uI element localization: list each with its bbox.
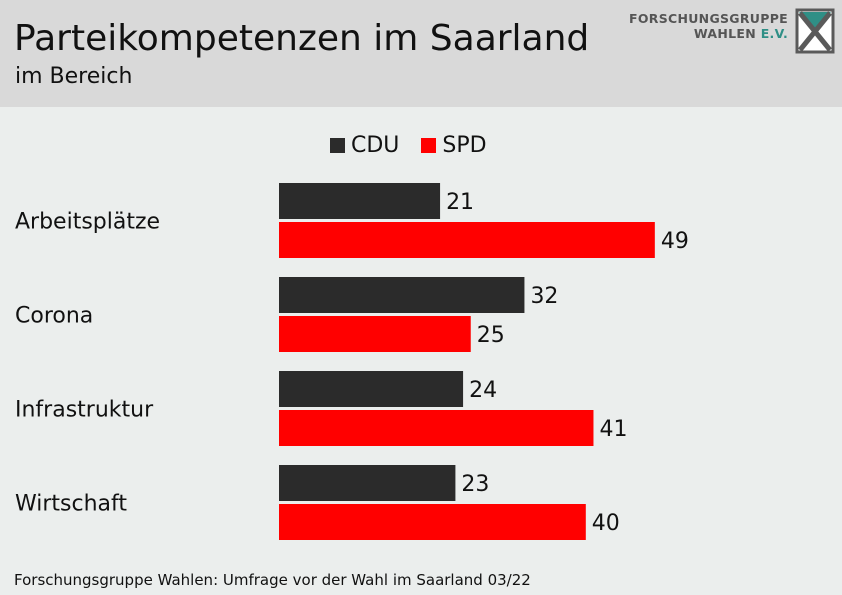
bar-cdu — [279, 277, 525, 313]
category-label: Wirtschaft — [15, 492, 127, 517]
legend-label-spd: SPD — [442, 132, 487, 158]
logo-text: FORSCHUNGSGRUPPE WAHLEN E.V. — [629, 11, 788, 41]
logo-line-2: WAHLEN E.V. — [629, 26, 788, 41]
chart-legend: CDU SPD — [330, 132, 487, 158]
logo-line-2b: E.V. — [760, 26, 788, 41]
header-band: Parteikompetenzen im Saarland im Bereich… — [0, 0, 842, 107]
bar-spd — [279, 504, 586, 540]
bar-spd — [279, 222, 655, 258]
source-note: Forschungsgruppe Wahlen: Umfrage vor der… — [14, 571, 531, 589]
bar-spd — [279, 410, 594, 446]
bar-cdu — [279, 183, 441, 219]
legend-swatch-cdu — [330, 137, 345, 153]
value-label-cdu: 21 — [446, 190, 474, 215]
fgw-logo-icon — [795, 8, 835, 54]
logo-line-2a: WAHLEN — [693, 26, 761, 41]
category-label: Corona — [15, 304, 93, 329]
value-label-cdu: 24 — [469, 378, 497, 403]
bar-spd — [279, 316, 471, 352]
category-label: Infrastruktur — [15, 398, 154, 423]
legend-item-cdu: CDU — [330, 133, 399, 158]
page-subtitle: im Bereich — [15, 64, 133, 89]
legend-item-spd: SPD — [421, 132, 487, 158]
value-label-cdu: 32 — [530, 284, 558, 309]
value-label-spd: 40 — [592, 511, 620, 536]
value-label-cdu: 23 — [461, 472, 489, 497]
value-label-spd: 41 — [599, 417, 627, 442]
bar-cdu — [279, 465, 456, 501]
logo-line-1: FORSCHUNGSGRUPPE — [629, 11, 788, 26]
value-label-spd: 49 — [661, 229, 689, 254]
legend-swatch-spd — [421, 137, 437, 153]
category-label: Arbeitsplätze — [15, 210, 160, 235]
page-title: Parteikompetenzen im Saarland — [14, 18, 590, 59]
legend-label-cdu: CDU — [351, 132, 400, 158]
bar-cdu — [279, 371, 464, 407]
value-label-spd: 25 — [477, 323, 505, 348]
